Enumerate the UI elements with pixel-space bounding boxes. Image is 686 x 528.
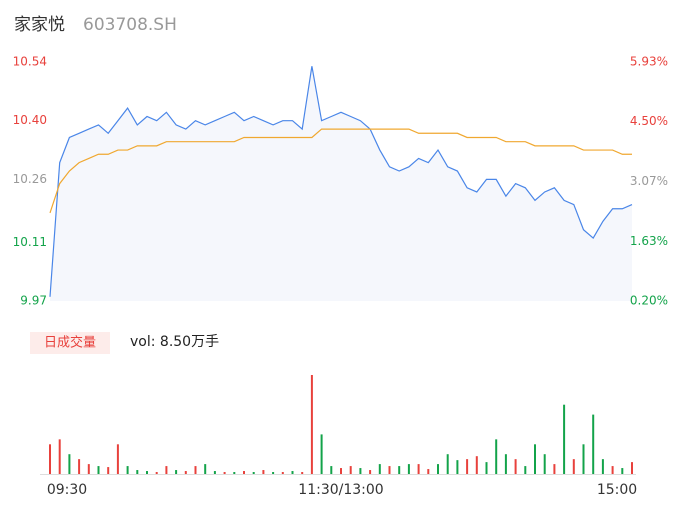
volume-bar <box>553 464 556 474</box>
y-tick-label: 10.40 <box>13 113 47 127</box>
volume-bar <box>155 472 158 474</box>
y2-tick-label: 0.20% <box>630 294 668 308</box>
volume-bar <box>495 439 498 474</box>
volume-bar <box>417 464 420 474</box>
volume-bar <box>563 404 566 474</box>
volume-bar <box>194 466 197 474</box>
volume-bar <box>301 472 304 474</box>
y-tick-label: 10.11 <box>13 235 47 249</box>
y2-tick-label: 1.63% <box>630 234 668 248</box>
volume-bar <box>524 466 527 474</box>
volume-bar <box>68 454 71 474</box>
volume-bar <box>223 472 226 474</box>
volume-bar <box>78 459 81 474</box>
y-tick-label: 10.54 <box>13 55 47 69</box>
volume-bar <box>310 375 313 474</box>
volume-bar <box>543 454 546 474</box>
price-line <box>49 66 633 297</box>
volume-bar <box>611 466 614 474</box>
volume-bar <box>291 471 294 474</box>
average-line <box>49 128 632 214</box>
volume-bar <box>116 444 119 474</box>
volume-bar <box>272 472 275 474</box>
volume-bar <box>475 456 478 474</box>
volume-bar <box>126 466 129 474</box>
volume-bar <box>87 464 90 474</box>
volume-bar <box>437 464 439 474</box>
volume-bar <box>340 468 342 474</box>
volume-bar <box>407 464 410 474</box>
volume-bar <box>514 459 517 474</box>
volume-bar <box>49 444 51 474</box>
volume-bar <box>446 454 449 474</box>
volume-bar <box>320 434 323 474</box>
volume-bar <box>262 470 265 474</box>
y2-tick-label: 4.50% <box>630 114 668 128</box>
y-tick-label: 9.97 <box>20 294 47 308</box>
volume-bar <box>398 466 401 474</box>
volume-bar <box>252 472 255 474</box>
volume-bar <box>213 471 216 474</box>
volume-bar <box>165 466 168 474</box>
stock-code: 603708.SH <box>83 15 177 35</box>
x-tick-label: 09:30 <box>47 482 87 498</box>
volume-bar <box>601 459 604 474</box>
volume-bar <box>281 472 284 474</box>
volume-bar <box>349 466 352 474</box>
volume-bar <box>378 464 381 474</box>
volume-bar <box>107 467 110 474</box>
y-tick-label: 10.26 <box>13 172 47 186</box>
volume-bar <box>359 468 362 474</box>
volume-bar <box>582 444 585 474</box>
volume-bar <box>330 466 333 474</box>
stock-name: 家家悦 <box>14 15 65 35</box>
volume-label: 日成交量 <box>44 335 96 351</box>
volume-bar <box>136 470 139 474</box>
volume-bar <box>534 444 536 474</box>
volume-summary: vol: 8.50万手 <box>130 334 219 350</box>
volume-bar <box>204 464 207 474</box>
volume-bar <box>233 472 236 474</box>
volume-bar <box>592 414 595 474</box>
volume-bar <box>369 470 372 474</box>
volume-bar <box>456 460 459 474</box>
y2-tick-label: 5.93% <box>630 55 668 69</box>
volume-bar <box>243 471 245 474</box>
x-tick-label: 11:30/13:00 <box>298 482 383 498</box>
volume-bar <box>485 462 488 474</box>
volume-bar <box>97 466 100 474</box>
volume-bar <box>466 459 469 474</box>
volume-bar <box>631 462 633 474</box>
volume-bar <box>58 439 61 474</box>
volume-label-bg <box>30 332 110 354</box>
volume-bar <box>621 468 624 474</box>
y2-tick-label: 3.07% <box>630 174 668 188</box>
volume-bar <box>146 471 148 474</box>
volume-bar <box>175 470 178 474</box>
price-area <box>50 66 632 301</box>
volume-bar <box>184 471 187 474</box>
volume-bar <box>504 454 507 474</box>
x-tick-label: 15:00 <box>597 482 637 498</box>
volume-bar <box>427 469 430 474</box>
volume-bar <box>572 459 575 474</box>
volume-bar <box>388 466 391 474</box>
